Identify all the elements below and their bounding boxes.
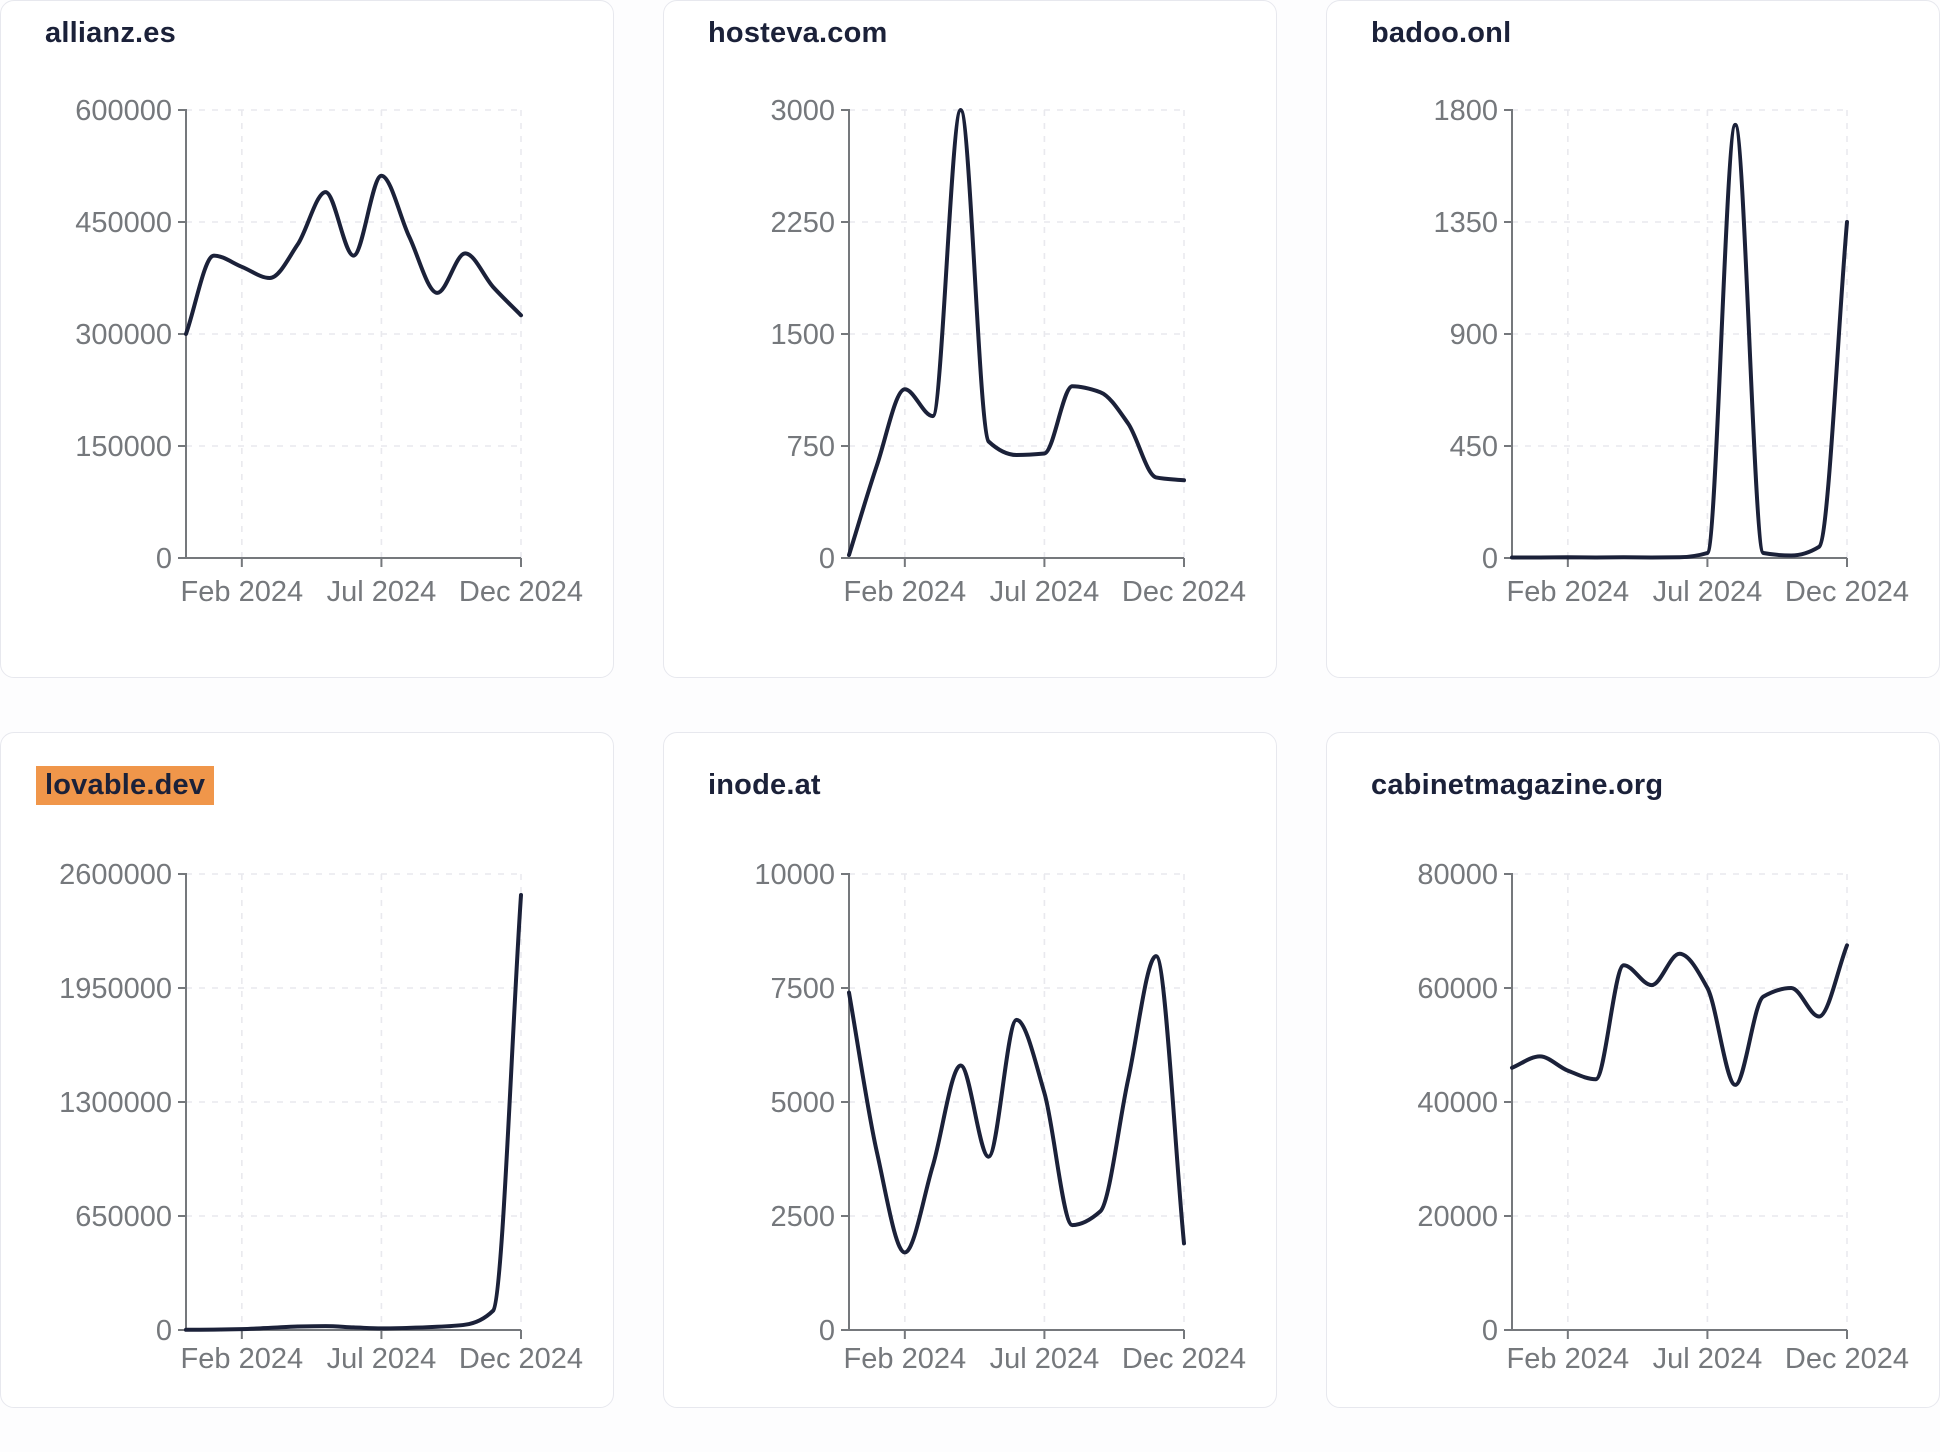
y-axis-tick-label: 3000 — [770, 95, 835, 127]
y-axis-tick-label: 60000 — [1417, 973, 1498, 1005]
y-axis-tick-label: 10000 — [754, 859, 835, 891]
x-axis-tick-label: Dec 2024 — [1785, 576, 1909, 608]
x-axis-tick-label: Dec 2024 — [459, 1343, 583, 1375]
chart-title: allianz.es — [45, 17, 176, 49]
chart-title: inode.at — [708, 769, 821, 801]
y-axis-tick-label: 450 — [1450, 431, 1498, 463]
traffic-line — [847, 108, 1186, 557]
chart-card: cabinetmagazine.org 0 20000 40000 60000 80000… — [1326, 732, 1940, 1408]
y-axis-tick-label: 1300000 — [59, 1087, 172, 1119]
y-axis-tick-label: 2500 — [770, 1201, 835, 1233]
charts-grid: allianz.es 0 150000 300000 450000 600000 Feb 2… — [0, 0, 1940, 1408]
traffic-chart: 0 150000 300000 450000 600000 Feb 2024 Jul 202… — [75, 95, 583, 608]
chart-card: allianz.es 0 150000 300000 450000 600000 Feb 2… — [0, 0, 614, 678]
traffic-chart: 0 650000 1300000 1950000 2600000 Feb 2024 Jul … — [59, 859, 583, 1375]
y-axis-tick-label: 2600000 — [59, 859, 172, 891]
y-axis-tick-label: 40000 — [1417, 1087, 1498, 1119]
x-axis-tick-label: Jul 2024 — [1653, 576, 1763, 608]
y-axis-tick-label: 0 — [1482, 543, 1498, 575]
traffic-line — [847, 954, 1186, 1255]
chart-card: badoo.onl 0 450 900 1350 1800 Feb 2024 Jul 2024… — [1326, 0, 1940, 678]
x-axis-tick-label: Dec 2024 — [459, 576, 583, 608]
traffic-chart: 0 750 1500 2250 3000 Feb 2024 Jul 2024 Dec 2024 — [770, 95, 1246, 608]
chart-title: cabinetmagazine.org — [1371, 769, 1664, 801]
traffic-chart: 0 450 900 1350 1800 Feb 2024 Jul 2024 Dec 2024 — [1433, 95, 1909, 608]
y-axis-tick-label: 1950000 — [59, 973, 172, 1005]
y-axis-tick-label: 0 — [819, 1315, 835, 1347]
x-axis-tick-label: Feb 2024 — [181, 576, 304, 608]
y-axis-tick-label: 1500 — [770, 319, 835, 351]
y-axis-tick-label: 450000 — [75, 207, 172, 239]
y-axis-tick-label: 80000 — [1417, 859, 1498, 891]
y-axis-tick-label: 1800 — [1433, 95, 1498, 127]
x-axis-tick-label: Jul 2024 — [327, 1343, 437, 1375]
y-axis-tick-label: 0 — [819, 543, 835, 575]
traffic-line — [1510, 943, 1849, 1087]
highlighted-domain-label: lovable.dev — [36, 766, 215, 805]
chart-title: badoo.onl — [1371, 17, 1512, 49]
y-axis-tick-label: 20000 — [1417, 1201, 1498, 1233]
y-axis-tick-label: 900 — [1450, 319, 1498, 351]
x-axis-tick-label: Feb 2024 — [844, 576, 967, 608]
y-axis-tick-label: 300000 — [75, 319, 172, 351]
y-axis-tick-label: 2250 — [770, 207, 835, 239]
y-axis-tick-label: 1350 — [1433, 207, 1498, 239]
x-axis-tick-label: Feb 2024 — [181, 1343, 304, 1375]
chart-card: hosteva.com 0 750 1500 2250 3000 Feb 2024 Jul 2… — [663, 0, 1277, 678]
y-axis-tick-label: 600000 — [75, 95, 172, 127]
traffic-chart: 0 20000 40000 60000 80000 Feb 2024 Jul 2024 Dec… — [1417, 859, 1909, 1375]
x-axis-tick-label: Dec 2024 — [1122, 576, 1246, 608]
traffic-line — [1510, 122, 1849, 560]
traffic-chart: 0 2500 5000 7500 10000 Feb 2024 Jul 2024 Dec 20… — [754, 859, 1246, 1375]
traffic-line — [184, 173, 523, 336]
traffic-line — [184, 893, 523, 1332]
y-axis-tick-label: 150000 — [75, 431, 172, 463]
chart-card: inode.at 0 2500 5000 7500 10000 Feb 2024 Jul 20… — [663, 732, 1277, 1408]
y-axis-tick-label: 5000 — [770, 1087, 835, 1119]
x-axis-tick-label: Jul 2024 — [990, 576, 1100, 608]
x-axis-tick-label: Jul 2024 — [990, 1343, 1100, 1375]
y-axis-tick-label: 750 — [787, 431, 835, 463]
x-axis-tick-label: Jul 2024 — [327, 576, 437, 608]
chart-title: hosteva.com — [708, 17, 888, 49]
x-axis-tick-label: Feb 2024 — [1507, 576, 1630, 608]
x-axis-tick-label: Dec 2024 — [1785, 1343, 1909, 1375]
y-axis-tick-label: 0 — [1482, 1315, 1498, 1347]
y-axis-tick-label: 650000 — [75, 1201, 172, 1233]
y-axis-tick-label: 0 — [156, 1315, 172, 1347]
y-axis-tick-label: 7500 — [770, 973, 835, 1005]
chart-card: lovable.dev 0 650000 1300000 1950000 2600000 F… — [0, 732, 614, 1408]
x-axis-tick-label: Jul 2024 — [1653, 1343, 1763, 1375]
y-axis-tick-label: 0 — [156, 543, 172, 575]
x-axis-tick-label: Dec 2024 — [1122, 1343, 1246, 1375]
chart-title: lovable.dev — [36, 766, 613, 805]
x-axis-tick-label: Feb 2024 — [844, 1343, 967, 1375]
x-axis-tick-label: Feb 2024 — [1507, 1343, 1630, 1375]
